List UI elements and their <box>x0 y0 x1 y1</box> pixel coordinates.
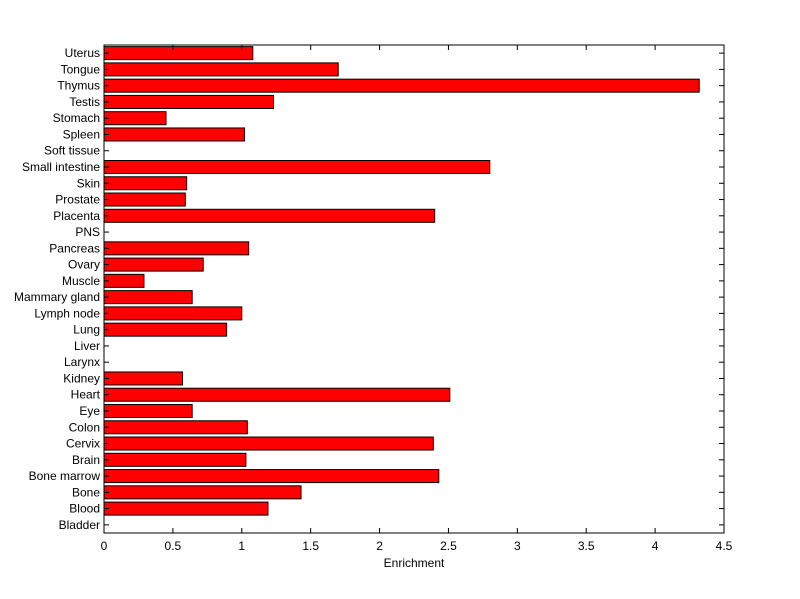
y-tick-label-bone-marrow: Bone marrow <box>29 469 101 483</box>
y-tick-label-soft-tissue: Soft tissue <box>44 144 100 158</box>
y-tick-label-spleen: Spleen <box>63 127 100 141</box>
x-tick-label: 4.5 <box>716 539 733 553</box>
bar-kidney <box>103 371 184 386</box>
y-tick-label-cervix: Cervix <box>66 437 100 451</box>
bar-blood <box>103 501 269 516</box>
y-tick-label-muscle: Muscle <box>62 274 100 288</box>
y-tick-label-blood: Blood <box>69 502 100 516</box>
y-tick-label-testis: Testis <box>69 95 100 109</box>
bar-testis <box>103 94 274 109</box>
y-tick-label-stomach: Stomach <box>53 111 100 125</box>
bar-spleen <box>103 127 246 142</box>
y-tick-label-prostate: Prostate <box>55 193 100 207</box>
bar-ovary <box>103 257 204 272</box>
y-tick-label-bladder: Bladder <box>59 518 100 532</box>
x-tick-label: 3.5 <box>578 539 595 553</box>
bar-tongue <box>103 62 339 77</box>
bar-bone-marrow <box>103 469 440 484</box>
bar-lymph-node <box>103 306 243 321</box>
x-tick-label: 4 <box>652 539 659 553</box>
bar-heart <box>103 387 451 402</box>
bar-cervix <box>103 436 434 451</box>
y-tick-label-lymph-node: Lymph node <box>34 306 100 320</box>
bar-prostate <box>103 192 186 207</box>
x-tick-label: 3 <box>514 539 521 553</box>
y-axis-ticks: Uterus Tongue Thymus Testis Stomach Spleen Sof… <box>14 46 724 532</box>
bar-placenta <box>103 208 436 223</box>
y-tick-label-pancreas: Pancreas <box>49 241 100 255</box>
x-tick-label: 2 <box>376 539 383 553</box>
y-tick-label-ovary: Ovary <box>68 258 100 272</box>
x-tick-label: 0.5 <box>165 539 182 553</box>
bar-thymus <box>103 78 700 93</box>
x-axis-label: Enrichment <box>384 556 445 570</box>
y-tick-label-bone: Bone <box>72 485 100 499</box>
bar-stomach <box>103 111 167 126</box>
y-tick-label-larynx: Larynx <box>64 355 100 369</box>
bar-muscle <box>103 273 145 288</box>
bar-skin <box>103 176 188 191</box>
y-tick-label-tongue: Tongue <box>61 62 101 76</box>
bar-mammary-gland <box>103 290 193 305</box>
bar-eye <box>103 403 193 419</box>
y-tick-label-skin: Skin <box>77 176 100 190</box>
bar-small-intestine <box>103 159 491 175</box>
x-tick-label: 1.5 <box>302 539 319 553</box>
x-tick-label: 0 <box>101 539 108 553</box>
y-tick-label-pns: PNS <box>75 225 100 239</box>
bar-uterus <box>103 46 254 61</box>
y-tick-label-kidney: Kidney <box>63 371 100 385</box>
bar-colon <box>103 420 248 435</box>
bars-group <box>103 46 700 516</box>
plot-area-frame <box>103 44 725 534</box>
y-tick-label-small-intestine: Small intestine <box>22 160 100 174</box>
x-tick-label: 2.5 <box>440 539 457 553</box>
y-tick-label-lung: Lung <box>73 323 100 337</box>
y-tick-label-brain: Brain <box>72 453 100 467</box>
y-tick-label-uterus: Uterus <box>65 46 100 60</box>
y-tick-label-heart: Heart <box>71 388 101 402</box>
bar-brain <box>103 452 247 467</box>
x-tick-label: 1 <box>238 539 245 553</box>
bar-lung <box>103 322 228 337</box>
y-tick-label-liver: Liver <box>74 339 100 353</box>
y-tick-label-eye: Eye <box>79 404 100 418</box>
y-tick-label-placenta: Placenta <box>53 209 100 223</box>
bar-bone <box>103 485 302 500</box>
y-tick-label-mammary-gland: Mammary gland <box>14 290 100 304</box>
y-tick-label-thymus: Thymus <box>57 79 100 93</box>
y-tick-label-colon: Colon <box>69 420 100 434</box>
bar-pancreas <box>103 241 250 256</box>
